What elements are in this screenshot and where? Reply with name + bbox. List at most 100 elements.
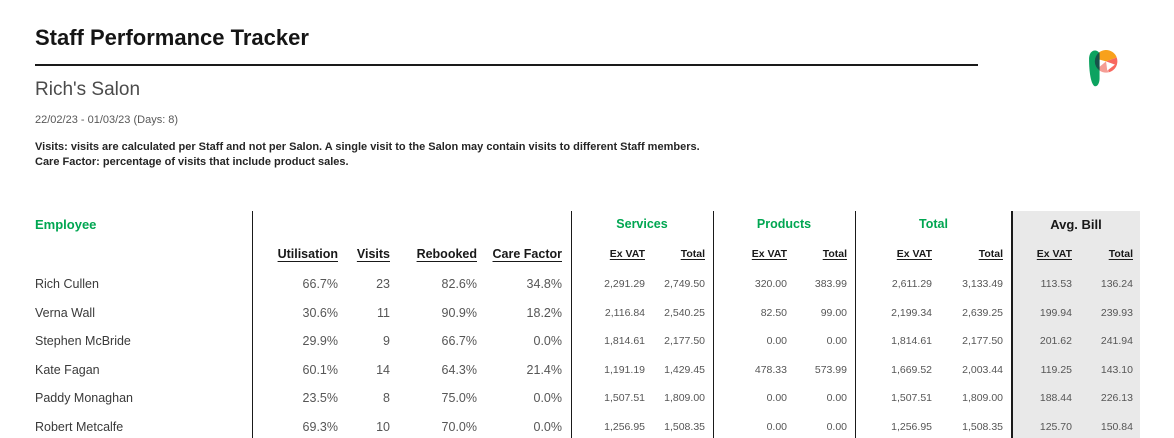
cell-services-ex-vat: 2,291.29: [604, 278, 645, 291]
table-subheader-row: Utilisation Visits Rebooked Care Factor …: [35, 237, 1140, 270]
employee-column-header: Employee: [35, 216, 97, 232]
cell-total-total: 3,133.49: [962, 278, 1003, 291]
cell-rebooked: 90.9%: [441, 305, 477, 320]
salon-name: Rich's Salon: [35, 79, 141, 100]
cell-utilisation: 66.7%: [302, 277, 338, 292]
avg-bill-ex-vat-header: Ex VAT: [1036, 247, 1072, 260]
cell-care-factor: 0.0%: [533, 419, 563, 434]
cell-services-ex-vat: 2,116.84: [604, 306, 645, 319]
cell-avg-bill-ex-vat: 201.62: [1039, 335, 1072, 348]
cell-services-total: 1,508.35: [664, 420, 705, 433]
cell-rebooked: 70.0%: [441, 419, 477, 434]
cell-services-ex-vat: 1,507.51: [604, 392, 645, 405]
cell-products-total: 383.99: [814, 278, 847, 291]
cell-total-total: 2,177.50: [962, 335, 1003, 348]
cell-products-total: 0.00: [826, 420, 847, 433]
phorest-logo-icon: [1085, 42, 1119, 97]
cell-visits: 14: [376, 362, 390, 377]
table-row: Rich Cullen 66.7% 23 82.6% 34.8% 2,291.29 2,74…: [35, 270, 1140, 299]
column-separator: [855, 211, 856, 438]
cell-products-ex-vat: 320.00: [754, 278, 787, 291]
cell-products-ex-vat: 0.00: [766, 335, 787, 348]
cell-avg-bill-total: 239.93: [1100, 306, 1133, 319]
cell-products-ex-vat: 0.00: [766, 420, 787, 433]
cell-employee: Stephen McBride: [35, 334, 131, 349]
cell-avg-bill-ex-vat: 113.53: [1040, 278, 1072, 291]
cell-services-total: 2,177.50: [664, 335, 705, 348]
cell-care-factor: 0.0%: [533, 391, 563, 406]
table-row: Paddy Monaghan 23.5% 8 75.0% 0.0% 1,507.51 1,8…: [35, 384, 1140, 413]
cell-avg-bill-ex-vat: 119.25: [1040, 363, 1072, 376]
cell-employee: Rich Cullen: [35, 277, 99, 292]
title-divider: [35, 64, 978, 66]
cell-visits: 23: [376, 277, 390, 292]
cell-total-ex-vat: 2,611.29: [891, 278, 932, 291]
table-row: Stephen McBride 29.9% 9 66.7% 0.0% 1,814.61 2,…: [35, 327, 1140, 356]
page-title: Staff Performance Tracker: [35, 25, 309, 50]
cell-utilisation: 23.5%: [302, 391, 338, 406]
cell-total-total: 2,639.25: [962, 306, 1003, 319]
cell-products-ex-vat: 82.50: [760, 306, 787, 319]
utilisation-column-header: Utilisation: [277, 246, 338, 261]
cell-rebooked: 66.7%: [441, 334, 477, 349]
date-range: 22/02/23 - 01/03/23 (Days: 8): [35, 114, 179, 126]
cell-products-total: 0.00: [826, 392, 847, 405]
table-row: Verna Wall 30.6% 11 90.9% 18.2% 2,116.84 2,540…: [35, 299, 1140, 328]
services-group-header: Services: [616, 217, 668, 231]
column-separator: [252, 211, 253, 438]
note-visits: Visits: visits are calculated per Staff …: [35, 141, 700, 153]
cell-rebooked: 64.3%: [441, 362, 477, 377]
cell-products-total: 0.00: [826, 335, 847, 348]
cell-total-ex-vat: 2,199.34: [891, 306, 932, 319]
cell-total-total: 2,003.44: [962, 363, 1003, 376]
table-group-header-row: Employee Services Products Total Avg. Bi…: [35, 211, 1140, 237]
cell-care-factor: 34.8%: [526, 277, 562, 292]
cell-services-total: 2,540.25: [664, 306, 705, 319]
cell-total-ex-vat: 1,507.51: [891, 392, 932, 405]
cell-employee: Robert Metcalfe: [35, 419, 124, 434]
cell-care-factor: 18.2%: [526, 305, 562, 320]
cell-avg-bill-ex-vat: 125.70: [1039, 420, 1072, 433]
performance-table: Employee Services Products Total Avg. Bi…: [35, 211, 1140, 438]
note-care-factor: Care Factor: percentage of visits that i…: [35, 156, 349, 168]
cell-products-total: 573.99: [814, 363, 847, 376]
products-total-header: Total: [822, 247, 847, 260]
cell-rebooked: 82.6%: [441, 277, 477, 292]
cell-visits: 9: [383, 334, 390, 349]
column-separator: [571, 211, 572, 438]
cell-services-ex-vat: 1,191.19: [604, 363, 645, 376]
cell-care-factor: 0.0%: [533, 334, 563, 349]
avg-bill-highlight-band: [1012, 211, 1140, 438]
cell-products-ex-vat: 0.00: [766, 392, 787, 405]
column-separator: [1011, 211, 1013, 438]
table-rows: Rich Cullen 66.7% 23 82.6% 34.8% 2,291.29 2,74…: [35, 270, 1140, 438]
cell-employee: Verna Wall: [35, 305, 95, 320]
cell-avg-bill-total: 150.84: [1100, 420, 1133, 433]
services-total-header: Total: [680, 247, 705, 260]
cell-products-total: 99.00: [820, 306, 847, 319]
cell-total-ex-vat: 1,256.95: [891, 420, 932, 433]
cell-services-total: 2,749.50: [664, 278, 705, 291]
products-group-header: Products: [756, 217, 812, 231]
report-notes: Visits: visits are calculated per Staff …: [35, 140, 700, 170]
cell-total-total: 1,508.35: [962, 420, 1003, 433]
cell-employee: Kate Fagan: [35, 362, 100, 377]
column-separator: [713, 211, 714, 438]
cell-avg-bill-total: 226.13: [1100, 392, 1133, 405]
cell-avg-bill-total: 241.94: [1100, 335, 1133, 348]
cell-total-ex-vat: 1,814.61: [891, 335, 932, 348]
total-total-header: Total: [978, 247, 1003, 260]
cell-products-ex-vat: 478.33: [754, 363, 787, 376]
cell-visits: 10: [376, 419, 390, 434]
services-ex-vat-header: Ex VAT: [609, 247, 645, 260]
cell-utilisation: 30.6%: [302, 305, 338, 320]
cell-rebooked: 75.0%: [441, 391, 477, 406]
cell-services-ex-vat: 1,256.95: [604, 420, 645, 433]
cell-services-total: 1,809.00: [664, 392, 705, 405]
cell-avg-bill-total: 143.10: [1100, 363, 1133, 376]
total-ex-vat-header: Ex VAT: [896, 247, 932, 260]
rebooked-column-header: Rebooked: [416, 246, 477, 261]
cell-visits: 8: [383, 391, 390, 406]
cell-total-ex-vat: 1,669.52: [891, 363, 932, 376]
